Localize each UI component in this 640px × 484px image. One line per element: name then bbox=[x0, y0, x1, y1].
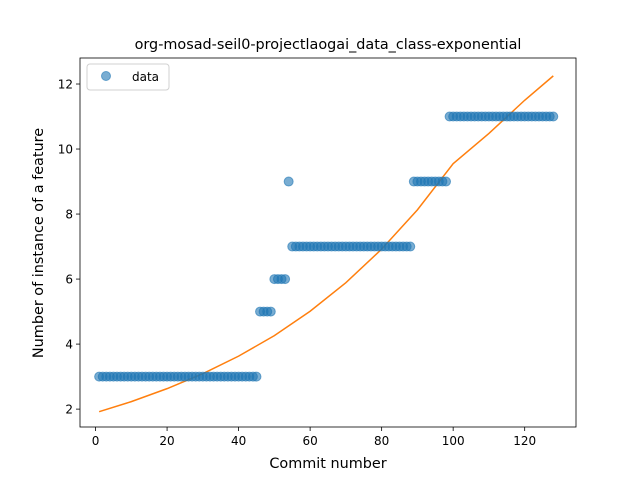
legend-label-data: data bbox=[132, 70, 159, 84]
data-point bbox=[251, 371, 262, 382]
y-tick-label: 6 bbox=[65, 273, 73, 287]
axes-layer: 0 20 40 60 80 100 120 2 4 6 8 10 12 bbox=[58, 57, 577, 448]
x-axis-label: Commit number bbox=[269, 456, 386, 472]
y-axis-label: Number of instance of a feature bbox=[31, 128, 47, 358]
data-point bbox=[548, 111, 559, 122]
data-points-layer bbox=[94, 111, 559, 382]
y-tick-label: 12 bbox=[58, 78, 73, 92]
data-point bbox=[441, 176, 452, 187]
legend: data bbox=[86, 63, 170, 91]
x-tick-label: 20 bbox=[159, 434, 174, 448]
fit-curve bbox=[98, 75, 554, 413]
x-tick-label: 0 bbox=[92, 434, 100, 448]
x-tick-label: 120 bbox=[513, 434, 536, 448]
legend-marker-data bbox=[101, 71, 111, 81]
y-tick-label: 10 bbox=[58, 143, 73, 157]
axes-frame bbox=[79, 57, 577, 428]
data-point bbox=[265, 306, 276, 317]
x-tick-label: 60 bbox=[302, 434, 317, 448]
data-point bbox=[283, 176, 294, 187]
y-tick-label: 4 bbox=[65, 338, 73, 352]
data-point bbox=[280, 274, 291, 285]
legend-frame bbox=[86, 63, 170, 91]
data-point bbox=[405, 241, 416, 252]
chart-title: org-mosad-seil0-projectlaogai_data_class… bbox=[135, 37, 522, 53]
fit-curve-layer bbox=[98, 75, 554, 413]
y-tick-label: 8 bbox=[65, 208, 73, 222]
x-tick-label: 40 bbox=[231, 434, 246, 448]
x-tick-label: 80 bbox=[374, 434, 389, 448]
x-tick-label: 100 bbox=[442, 434, 465, 448]
y-tick-label: 2 bbox=[65, 403, 73, 417]
